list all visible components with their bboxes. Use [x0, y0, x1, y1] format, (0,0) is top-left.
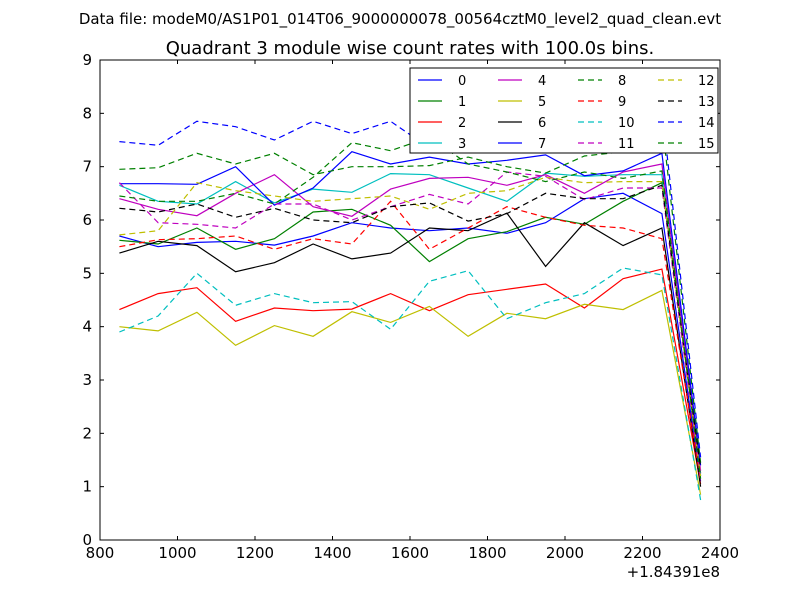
x-tick-label: 1200 [236, 544, 274, 562]
x-axis-offset-label: +1.84391e8 [627, 563, 720, 581]
series-line-2 [119, 268, 702, 485]
legend-label-4: 4 [538, 74, 546, 89]
x-tick-label: 2000 [546, 544, 584, 562]
figure-suptitle: Data file: modeM0/AS1P01_014T06_90000000… [79, 10, 721, 29]
x-tick-label: 1000 [158, 544, 196, 562]
y-tick-label: 0 [82, 531, 92, 549]
x-tick-label: 1800 [468, 544, 506, 562]
legend-label-7: 7 [538, 137, 546, 152]
x-tick-label: 2400 [701, 544, 739, 562]
legend-label-5: 5 [538, 95, 546, 110]
y-tick-label: 6 [82, 211, 92, 229]
y-tick-label: 7 [82, 158, 92, 176]
legend-label-2: 2 [458, 116, 466, 131]
legend-label-11: 11 [618, 137, 635, 152]
y-tick-label: 1 [82, 478, 92, 496]
chart-title: Quadrant 3 module wise count rates with … [166, 38, 655, 59]
y-tick-label: 8 [82, 104, 92, 122]
y-tick-label: 2 [82, 424, 92, 442]
legend-label-15: 15 [698, 137, 715, 152]
series-line-8 [119, 120, 702, 463]
series-line-6 [119, 212, 702, 487]
x-tick-label: 2200 [623, 544, 661, 562]
series-line-5 [119, 289, 702, 495]
series-line-1 [119, 181, 702, 474]
legend-label-13: 13 [698, 95, 715, 110]
series-line-7 [119, 151, 702, 466]
y-tick-label: 4 [82, 318, 92, 336]
series-line-4 [119, 163, 702, 471]
series-line-13 [119, 184, 702, 469]
x-tick-label: 1600 [391, 544, 429, 562]
legend-label-1: 1 [458, 95, 466, 110]
legend-label-14: 14 [698, 116, 715, 131]
legend-label-3: 3 [458, 137, 466, 152]
x-tick-label: 1400 [313, 544, 351, 562]
series-line-11 [118, 171, 702, 479]
legend-label-6: 6 [538, 116, 546, 131]
series-line-9 [119, 200, 702, 482]
x-tick-label: 800 [86, 544, 115, 562]
series-line-12 [119, 176, 702, 477]
legend-box [409, 67, 719, 154]
legend-label-10: 10 [618, 116, 635, 131]
y-tick-label: 5 [82, 264, 92, 282]
legend-label-0: 0 [458, 74, 466, 89]
axis-ticks: 800 1000 1200 1400 1600 1800 2000 2200 240001234… [82, 51, 739, 562]
y-tick-label: 3 [82, 371, 92, 389]
series-line-10 [119, 267, 702, 501]
legend-label-8: 8 [618, 74, 626, 89]
series-line-0 [119, 192, 702, 482]
y-tick-label: 9 [82, 51, 92, 69]
series-line-15 [119, 136, 702, 479]
legend-label-9: 9 [618, 95, 626, 110]
legend-label-12: 12 [698, 74, 715, 89]
series-line-3 [119, 172, 702, 477]
